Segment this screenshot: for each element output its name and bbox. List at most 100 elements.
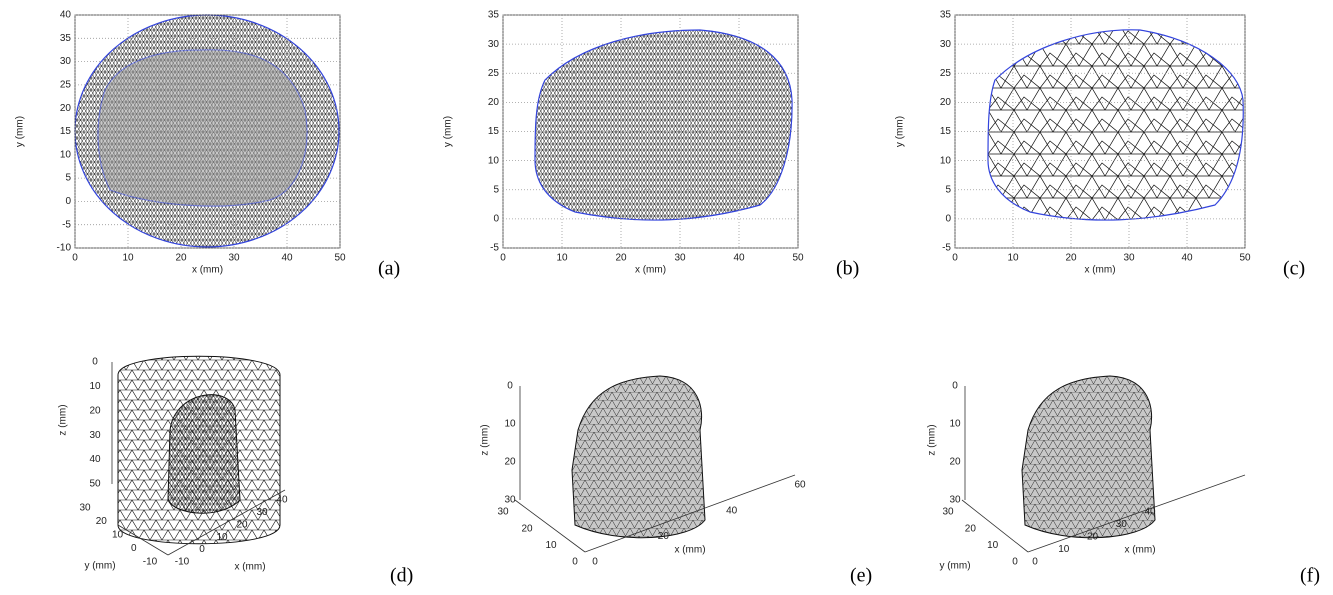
x-tick-label: 60 — [794, 480, 806, 491]
y-tick-label: 10 — [987, 540, 999, 551]
x-tick-label: 30 — [1123, 253, 1135, 264]
x-tick-label: 10 — [556, 253, 568, 264]
y-tick-label: -10 — [143, 557, 158, 568]
panel-label: (f) — [1300, 565, 1320, 587]
y-tick-label: 20 — [488, 97, 500, 108]
y-tick-label: 0 — [131, 543, 137, 554]
x-tick-label: 40 — [276, 495, 288, 506]
y-tick-label: 35 — [940, 10, 952, 21]
y-tick-label: 25 — [940, 68, 952, 79]
y-axis-label: y (mm) — [84, 561, 115, 572]
x-tick-label: 10 — [216, 532, 228, 543]
y-tick-label: -10 — [57, 243, 72, 254]
y-tick-label: -5 — [62, 219, 71, 230]
y-tick-label: 5 — [493, 184, 499, 195]
y-tick-label: 35 — [60, 33, 72, 44]
axis-line — [117, 524, 169, 556]
y-tick-label: 15 — [488, 126, 500, 137]
y-tick-label: 30 — [60, 56, 72, 67]
y-tick-label: 5 — [65, 173, 71, 184]
y-tick-label: 25 — [60, 80, 72, 91]
panel-label: (e) — [850, 565, 872, 587]
y-tick-label: 0 — [945, 214, 951, 225]
mesh-e — [571, 375, 706, 539]
x-tick-label: 10 — [122, 253, 134, 264]
x-tick-label: 10 — [1007, 253, 1019, 264]
x-axis-label: x (mm) — [674, 545, 705, 556]
z-tick-label: 10 — [504, 419, 516, 430]
y-tick-label: 0 — [65, 196, 71, 207]
axis-line — [584, 474, 796, 553]
x-tick-label: 0 — [592, 557, 598, 568]
z-tick-label: 30 — [89, 430, 101, 441]
y-axis-label: y (mm) — [895, 116, 906, 147]
y-tick-label: 30 — [488, 39, 500, 50]
z-tick-label: 0 — [507, 381, 513, 392]
z-tick-label: 20 — [89, 405, 101, 416]
panel-label: (a) — [378, 258, 400, 280]
y-tick-label: 5 — [945, 184, 951, 195]
z-tick-label: 40 — [89, 454, 101, 465]
z-axis-label: z (mm) — [58, 404, 69, 435]
x-tick-label: -10 — [175, 557, 190, 568]
mesh-c — [987, 29, 1244, 221]
x-tick-label: 30 — [256, 507, 268, 518]
x-tick-label: 40 — [1144, 507, 1156, 518]
y-tick-label: 20 — [60, 103, 72, 114]
y-tick-label: -5 — [490, 243, 499, 254]
x-tick-label: 50 — [334, 253, 346, 264]
x-tick-label: 20 — [175, 253, 187, 264]
panel-label: (d) — [390, 565, 413, 587]
x-tick-label: 10 — [1058, 544, 1070, 555]
y-tick-label: 25 — [488, 68, 500, 79]
z-tick-label: 50 — [89, 479, 101, 490]
x-tick-label: 20 — [658, 531, 670, 542]
y-tick-label: 30 — [497, 507, 509, 518]
y-tick-label: 0 — [572, 557, 578, 568]
y-tick-label: 15 — [940, 126, 952, 137]
x-axis-label: x (mm) — [635, 265, 666, 276]
axis-line — [961, 499, 1029, 553]
y-axis-label: y (mm) — [443, 116, 454, 147]
z-tick-label: 30 — [504, 495, 516, 506]
mesh-d — [117, 355, 281, 545]
x-tick-label: 40 — [733, 253, 745, 264]
y-axis-label: y (mm) — [939, 561, 970, 572]
y-tick-label: 30 — [940, 39, 952, 50]
z-tick-label: 20 — [504, 457, 516, 468]
y-tick-label: 35 — [488, 10, 500, 21]
x-tick-label: 20 — [236, 519, 248, 530]
x-tick-label: 30 — [1116, 519, 1128, 530]
mesh-b — [534, 29, 793, 221]
y-tick-label: 20 — [965, 523, 977, 534]
y-axis-label: y (mm) — [15, 116, 26, 147]
y-tick-label: 15 — [60, 126, 72, 137]
x-tick-label: 0 — [952, 253, 958, 264]
z-tick-label: 20 — [949, 457, 961, 468]
z-tick-label: 10 — [949, 419, 961, 430]
y-tick-label: 10 — [60, 149, 72, 160]
y-tick-label: 30 — [79, 503, 91, 514]
z-tick-label: 0 — [952, 381, 958, 392]
y-tick-label: -5 — [942, 243, 951, 254]
x-tick-label: 40 — [1181, 253, 1193, 264]
x-tick-label: 30 — [228, 253, 240, 264]
z-axis-label: z (mm) — [927, 424, 938, 455]
x-axis-label: x (mm) — [234, 562, 265, 573]
z-axis-label: z (mm) — [480, 424, 491, 455]
x-tick-label: 50 — [792, 253, 804, 264]
y-tick-label: 20 — [521, 523, 533, 534]
y-tick-label: 10 — [940, 155, 952, 166]
x-tick-label: 50 — [1239, 253, 1251, 264]
mesh-a — [74, 14, 340, 248]
y-tick-label: 10 — [488, 155, 500, 166]
y-tick-label: 30 — [942, 507, 954, 518]
y-tick-label: 10 — [112, 530, 124, 541]
y-tick-label: 0 — [493, 214, 499, 225]
y-tick-label: 10 — [545, 540, 557, 551]
x-tick-label: 0 — [1032, 557, 1038, 568]
axis-line — [514, 499, 586, 553]
x-tick-label: 0 — [199, 544, 205, 555]
z-tick-label: 10 — [89, 381, 101, 392]
